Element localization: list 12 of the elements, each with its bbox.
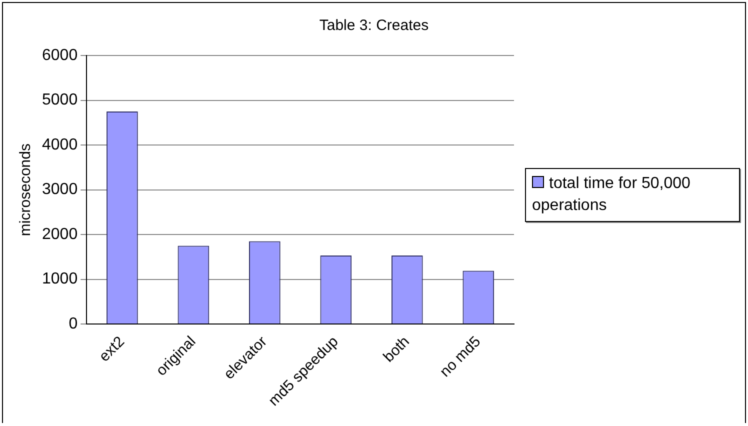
y-tick-label: 5000 [42, 92, 78, 109]
y-tick-label: 2000 [42, 226, 78, 243]
x-tick-label: both [380, 333, 413, 366]
y-tick-label: 0 [68, 315, 78, 332]
y-tick-label: 1000 [42, 270, 78, 288]
y-tick-label: 6000 [42, 47, 78, 64]
chart-title: Table 3: Creates [318, 17, 430, 34]
legend-label: total time for 50,000 operations [532, 174, 692, 216]
y-tick-label: 3000 [42, 181, 78, 198]
x-tick-label: ext2 [96, 333, 128, 366]
y-tick-label: 4000 [42, 136, 78, 154]
y-axis-title: microseconds [17, 144, 34, 236]
